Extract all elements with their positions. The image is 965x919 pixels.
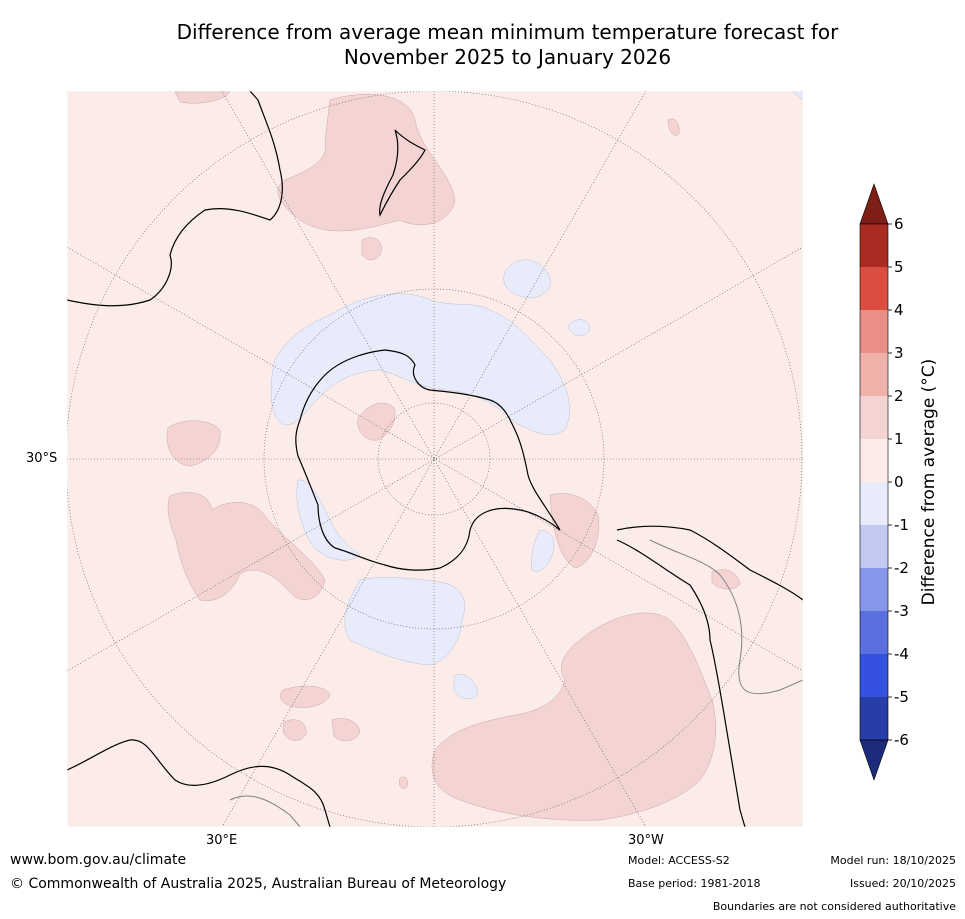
colorbar-band-neg6-neg5: [860, 697, 888, 740]
warm-region-indian-2: [167, 492, 326, 602]
colorbar-band-neg4-neg3: [860, 611, 888, 654]
meridian-6: [67, 246, 803, 672]
warm-region-indian-1: [166, 420, 221, 467]
border-south-america: [649, 539, 803, 695]
lon-label-30e: 30°E: [206, 833, 238, 848]
warm-region-top-left: [174, 91, 231, 104]
colorbar-tick-label-neg2: -2: [894, 559, 909, 577]
colorbar-band-neg2-neg1: [860, 525, 888, 568]
warm-region-nz-north: [277, 94, 456, 232]
graticule: [67, 91, 803, 827]
meridian-5: [67, 246, 803, 672]
warm-region-small-1: [361, 237, 382, 260]
cool-region-indian: [296, 479, 361, 561]
colorbar-band-5-6: [860, 224, 888, 267]
warm-region-south-3: [331, 718, 361, 742]
warm-region-south-america: [549, 493, 600, 569]
colorbar-bottom-arrow: [859, 739, 889, 781]
coastlines: [67, 91, 803, 827]
colorbar-band-2-3: [860, 353, 888, 396]
cool-region-pacific: [503, 259, 551, 299]
colorbar-ticks: [888, 223, 892, 741]
cool-region-weddell: [531, 529, 555, 572]
lat-label-30s: 30°S: [26, 451, 58, 466]
warm-region-south-atlantic: [431, 612, 717, 821]
footer-url[interactable]: www.bom.gov.au/climate: [10, 852, 187, 868]
colorbar-band-neg3-neg2: [860, 568, 888, 611]
coast-antarctica: [295, 349, 561, 571]
colorbar-band-neg5-neg4: [860, 654, 888, 697]
warm-region-antarctic-coast: [357, 402, 396, 441]
colorbar-tick-label-5: 5: [894, 258, 904, 276]
cool-region-south: [344, 577, 465, 666]
colorbar-tick-label-0: 0: [894, 473, 904, 491]
coast-south-america: [616, 525, 803, 601]
warm-region-small-2: [399, 776, 408, 789]
footer-model-run: Model run: 18/10/2025: [830, 854, 956, 867]
cool-region-corner: [791, 91, 803, 101]
colorbar-title: Difference from average (°C): [919, 358, 939, 606]
meridian-3: [221, 91, 647, 827]
colorbar-band-0-1: [860, 439, 888, 482]
map-frame: [66, 90, 804, 828]
footer-disclaimer: Boundaries are not considered authoritat…: [712, 900, 956, 913]
coast-south-america-2: [616, 539, 746, 827]
footer-copyright: © Commonwealth of Australia 2025, Austra…: [10, 876, 507, 892]
meridian-4: [221, 91, 647, 827]
cool-anomaly-regions: [270, 91, 803, 700]
colorbar-tick-label-neg6: -6: [894, 731, 909, 749]
country-borders: [229, 539, 803, 827]
cool-region-pacific-small: [567, 319, 591, 336]
lon-label-30w: 30°W: [628, 833, 664, 848]
cool-region-small: [453, 674, 479, 700]
warm-region-south-1: [280, 685, 331, 708]
colorbar-band-1-2: [860, 396, 888, 439]
coast-africa: [67, 739, 331, 827]
warm-region-east: [667, 118, 680, 136]
colorbar-tick-label-neg3: -3: [894, 602, 909, 620]
colorbar-tick-label-neg4: -4: [894, 645, 909, 663]
colorbar-tick-label-4: 4: [894, 301, 904, 319]
chart-title: Difference from average mean minimum tem…: [60, 20, 955, 70]
cool-region-antarctic-ring: [270, 293, 570, 435]
colorbar-tick-label-neg1: -1: [894, 516, 909, 534]
colorbar-tick-label-6: 6: [894, 215, 904, 233]
title-line-2: November 2025 to January 2026: [343, 45, 672, 69]
colorbar-top-arrow: [859, 183, 889, 225]
colorbar-band-4-5: [860, 267, 888, 310]
colorbar-tick-label-3: 3: [894, 344, 904, 362]
footer-model: Model: ACCESS-S2: [628, 854, 730, 867]
colorbar-band-3-4: [860, 310, 888, 353]
colorbar-tick-label-neg5: -5: [894, 688, 909, 706]
colorbar-band-neg1-0: [860, 482, 888, 525]
title-line-1: Difference from average mean minimum tem…: [176, 20, 839, 44]
footer-issued: Issued: 20/10/2025: [849, 877, 956, 890]
colorbar-tick-label-1: 1: [894, 430, 904, 448]
coast-new-zealand: [379, 129, 426, 217]
footer-base-period: Base period: 1981-2018: [628, 877, 761, 890]
warm-anomaly-regions: [166, 91, 741, 821]
coast-australia: [67, 91, 283, 307]
warm-region-south-2: [282, 719, 307, 741]
colorbar-tick-label-2: 2: [894, 387, 904, 405]
border-africa: [229, 795, 301, 827]
colorbar: [859, 183, 892, 781]
